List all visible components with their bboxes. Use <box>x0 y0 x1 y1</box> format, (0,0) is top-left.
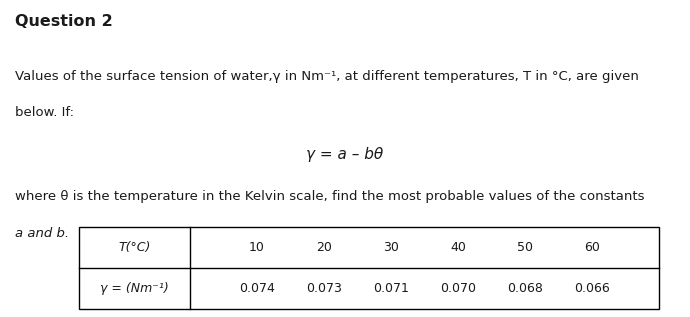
Text: 20: 20 <box>316 241 332 254</box>
Text: where θ is the temperature in the Kelvin scale, find the most probable values of: where θ is the temperature in the Kelvin… <box>15 190 644 203</box>
Text: 10: 10 <box>249 241 265 254</box>
Text: 50: 50 <box>517 241 533 254</box>
Text: γ = (Nm⁻¹): γ = (Nm⁻¹) <box>100 282 169 295</box>
Bar <box>79 227 659 309</box>
Text: 0.071: 0.071 <box>373 282 408 295</box>
Text: 60: 60 <box>584 241 600 254</box>
Text: Question 2: Question 2 <box>15 14 113 29</box>
Text: 0.068: 0.068 <box>507 282 543 295</box>
Text: 0.073: 0.073 <box>306 282 342 295</box>
Text: Values of the surface tension of water,γ in Nm⁻¹, at different temperatures, T i: Values of the surface tension of water,γ… <box>15 70 639 83</box>
Text: γ = a – bθ: γ = a – bθ <box>306 147 384 162</box>
Text: 0.074: 0.074 <box>239 282 275 295</box>
Text: 30: 30 <box>383 241 399 254</box>
Text: 0.066: 0.066 <box>574 282 610 295</box>
Text: 40: 40 <box>450 241 466 254</box>
Text: below. If:: below. If: <box>15 106 75 119</box>
Text: T(°C): T(°C) <box>119 241 150 254</box>
Text: a and b.: a and b. <box>15 227 69 240</box>
Text: 0.070: 0.070 <box>440 282 476 295</box>
